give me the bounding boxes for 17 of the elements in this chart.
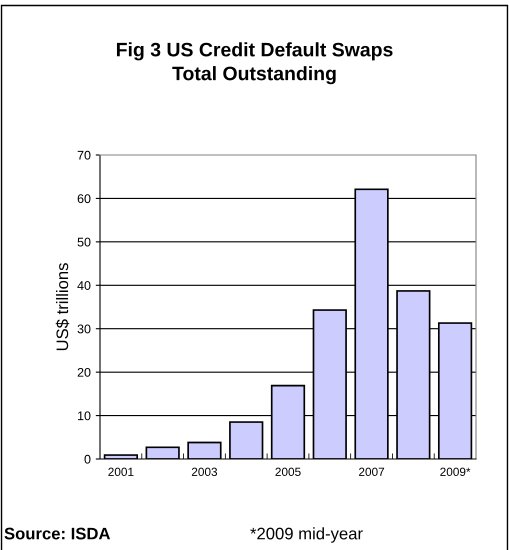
- x-tick-label: 2003: [192, 468, 218, 476]
- y-tick-label: 10: [78, 411, 90, 420]
- y-axis-title: US$ trillions: [56, 263, 70, 350]
- y-tick-label: 70: [78, 150, 90, 160]
- text: *2009 mid-year: [250, 527, 363, 543]
- y-tick-label: 30: [78, 324, 90, 334]
- x-tick-label: 2001: [108, 468, 134, 476]
- y-tick-label: 40: [77, 281, 90, 290]
- y-tick-label: 50: [78, 238, 90, 247]
- source-note: Source: ISDA: [4, 528, 110, 540]
- x-tick-label: 2007: [359, 468, 384, 476]
- x-tick-label: 2009*: [440, 468, 470, 476]
- x-tick-label: 2005: [275, 468, 301, 476]
- y-tick-label: 0: [84, 454, 90, 464]
- chart-title: Fig 3 US Credit Default Swaps Total Outstanding: [116, 42, 393, 84]
- y-tick-label: 20: [78, 368, 90, 377]
- y-tick-label: 60: [78, 194, 90, 204]
